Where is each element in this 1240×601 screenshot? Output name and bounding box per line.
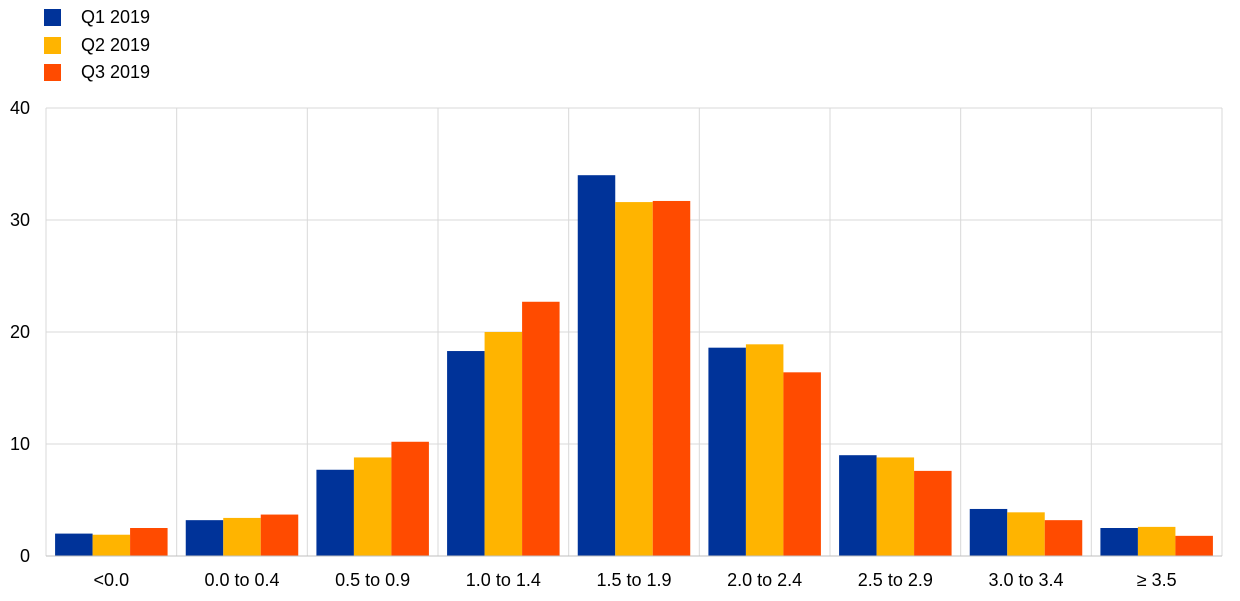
bar-3 — [1044, 520, 1083, 556]
x-tick-label: <0.0 — [94, 570, 130, 590]
y-tick-label: 10 — [10, 434, 30, 454]
bar-3 — [522, 301, 560, 556]
bar-3 — [914, 470, 952, 556]
x-tick-label: 0.5 to 0.9 — [335, 570, 410, 590]
bar-2 — [92, 534, 131, 556]
bar-2 — [615, 202, 653, 556]
x-tick-label: 2.0 to 2.4 — [727, 570, 802, 590]
x-tick-label: ≥ 3.5 — [1137, 570, 1177, 590]
legend-item-q2: Q2 2019 — [44, 32, 150, 60]
bar-2 — [353, 457, 392, 556]
y-tick-label: 30 — [10, 210, 30, 230]
x-tick-label: 0.0 to 0.4 — [204, 570, 279, 590]
bar-2 — [745, 344, 784, 556]
bar-1 — [55, 533, 93, 556]
bar-3 — [130, 528, 168, 556]
x-tick-label: 1.0 to 1.4 — [466, 570, 541, 590]
x-tick-label: 2.5 to 2.9 — [858, 570, 933, 590]
bar-3 — [783, 372, 821, 556]
y-tick-label: 20 — [10, 322, 30, 342]
y-tick-label: 40 — [10, 98, 30, 118]
bar-2 — [1007, 512, 1045, 556]
y-tick-label: 0 — [20, 546, 30, 566]
bar-3 — [652, 200, 691, 556]
legend: Q1 2019 Q2 2019 Q3 2019 — [44, 4, 150, 87]
bar-1 — [1100, 528, 1138, 556]
bar-1 — [316, 469, 354, 556]
x-tick-label: 3.0 to 3.4 — [988, 570, 1063, 590]
bar-2 — [223, 517, 261, 556]
bar-2 — [876, 457, 915, 556]
legend-swatch-q3 — [44, 64, 61, 82]
bar-3 — [391, 441, 429, 556]
bar-2 — [1137, 526, 1176, 556]
bar-2 — [484, 332, 523, 556]
legend-label-q3: Q3 2019 — [81, 62, 151, 83]
bar-1 — [708, 347, 746, 556]
legend-label-q1: Q1 2019 — [81, 7, 151, 28]
bar-3 — [1175, 535, 1213, 556]
legend-item-q1: Q1 2019 — [44, 4, 150, 32]
bar-1 — [969, 508, 1008, 556]
bar-1 — [577, 175, 616, 556]
legend-swatch-q2 — [44, 36, 61, 54]
bar-3 — [260, 514, 299, 556]
legend-swatch-q1 — [44, 9, 61, 27]
bar-1 — [185, 520, 224, 556]
legend-label-q2: Q2 2019 — [81, 34, 151, 55]
bar-1 — [447, 351, 485, 556]
legend-item-q3: Q3 2019 — [44, 59, 150, 87]
x-tick-label: 1.5 to 1.9 — [596, 570, 671, 590]
bar-1 — [839, 455, 877, 556]
